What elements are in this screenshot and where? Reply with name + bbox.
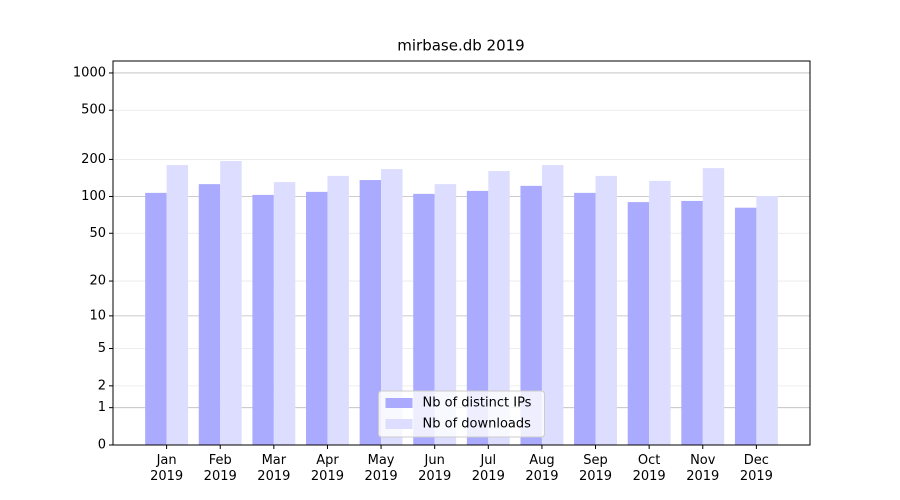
bar	[145, 192, 167, 445]
x-tick-label: Aug 2019	[525, 453, 559, 484]
bar	[381, 169, 403, 446]
legend-swatch	[385, 398, 413, 408]
legend-box	[378, 390, 545, 438]
plot-frame	[112, 60, 811, 446]
x-tick-label: Mar 2019	[257, 453, 291, 484]
x-tick-label: Apr 2019	[310, 453, 344, 484]
x-tick-label: Dec 2019	[739, 453, 773, 484]
bar	[541, 165, 564, 446]
y-tick-label: 2	[98, 378, 106, 393]
bar	[273, 182, 296, 445]
x-tick-label: Jun 2019	[418, 453, 452, 484]
legend-label: Nb of downloads	[423, 417, 532, 432]
bar	[488, 171, 510, 445]
bar	[434, 184, 457, 446]
y-tick-label: 1000	[73, 65, 106, 80]
bar	[756, 195, 778, 445]
bar	[198, 184, 221, 446]
chart-title: mirbase.db 2019	[397, 37, 524, 55]
bar	[595, 175, 617, 445]
y-tick-label: 5	[98, 341, 106, 356]
bar	[466, 190, 489, 445]
x-tick-label: Sep 2019	[578, 453, 613, 484]
y-tick-label: 50	[89, 226, 106, 241]
bar	[574, 192, 596, 445]
x-tick-label: May 2019	[364, 453, 398, 484]
legend: Nb of distinct IPs Nb of downloads	[378, 390, 545, 438]
y-tick-label: 100	[81, 189, 106, 204]
bar	[166, 165, 189, 446]
bar	[681, 200, 703, 445]
bar	[220, 161, 242, 445]
x-tick-label: Oct 2019	[632, 453, 666, 484]
bar	[520, 185, 542, 445]
x-tick-label: Jul 2019	[471, 453, 505, 484]
y-tick-label: 200	[81, 152, 106, 167]
bar	[627, 202, 650, 445]
y-tick-label: 10	[89, 308, 106, 323]
y-tick-label: 20	[89, 274, 106, 289]
x-tick-label: Nov 2019	[686, 453, 720, 484]
x-tick-label: Feb 2019	[203, 453, 237, 484]
bar	[734, 207, 757, 445]
legend-swatch	[385, 419, 413, 429]
bar	[306, 191, 328, 445]
bar	[413, 193, 435, 445]
bar	[252, 194, 274, 445]
bar	[359, 180, 382, 445]
y-tick-label: 0	[98, 438, 106, 453]
y-tick-label: 500	[81, 103, 106, 118]
bar	[649, 180, 671, 445]
legend-label: Nb of distinct IPs	[423, 396, 532, 411]
y-tick-label: 1	[98, 400, 106, 415]
bar	[327, 175, 349, 445]
x-tick-label: Jan 2019	[150, 453, 184, 484]
bar	[702, 168, 725, 446]
